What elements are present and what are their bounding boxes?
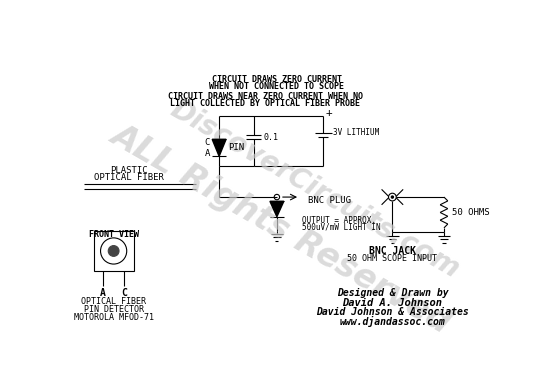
- Polygon shape: [270, 201, 284, 217]
- Text: PIN: PIN: [228, 143, 245, 152]
- Text: David A. Johnson: David A. Johnson: [342, 298, 443, 308]
- Text: BNC PLUG: BNC PLUG: [308, 196, 351, 205]
- Text: LIGHT COLLECTED BY OPTICAL FIBER PROBE: LIGHT COLLECTED BY OPTICAL FIBER PROBE: [170, 99, 360, 108]
- Text: C: C: [122, 287, 127, 298]
- Text: C: C: [204, 138, 210, 147]
- Text: MOTOROLA MFOD-71: MOTOROLA MFOD-71: [74, 313, 154, 322]
- Text: 3V LITHIUM: 3V LITHIUM: [333, 128, 379, 137]
- Text: A: A: [204, 149, 210, 158]
- Text: CIRCUIT DRAWS NEAR ZERO CURRENT WHEN NO: CIRCUIT DRAWS NEAR ZERO CURRENT WHEN NO: [168, 92, 363, 101]
- Text: A: A: [100, 287, 106, 298]
- Text: Designed & Drawn by: Designed & Drawn by: [337, 288, 448, 298]
- Bar: [94, 231, 134, 271]
- Circle shape: [108, 246, 119, 256]
- Text: OPTICAL FIBER: OPTICAL FIBER: [94, 173, 164, 182]
- Text: WHEN NOT CONNECTED TO SCOPE: WHEN NOT CONNECTED TO SCOPE: [209, 82, 345, 91]
- Text: 0.1: 0.1: [264, 133, 279, 142]
- Circle shape: [274, 194, 280, 200]
- Text: 500uV/mW LIGHT IN: 500uV/mW LIGHT IN: [301, 222, 380, 231]
- Text: OPTICAL FIBER: OPTICAL FIBER: [81, 297, 146, 306]
- Text: ALL Rights Reserved: ALL Rights Reserved: [105, 117, 456, 339]
- Text: CIRCUIT DRAWS ZERO CURRENT: CIRCUIT DRAWS ZERO CURRENT: [212, 75, 342, 84]
- Polygon shape: [212, 139, 226, 156]
- Text: PIN DETECTOR: PIN DETECTOR: [84, 305, 144, 314]
- Text: DiscoverCircuits.com: DiscoverCircuits.com: [166, 95, 465, 284]
- Text: www.djandassoc.com: www.djandassoc.com: [340, 316, 445, 326]
- Text: +: +: [325, 108, 332, 118]
- Text: FRONT VIEW: FRONT VIEW: [89, 230, 139, 239]
- Text: PLASTIC: PLASTIC: [110, 166, 148, 175]
- Circle shape: [388, 193, 396, 201]
- Text: David Johnson & Associates: David Johnson & Associates: [316, 307, 469, 317]
- Text: 50 OHM SCOPE INPUT: 50 OHM SCOPE INPUT: [347, 254, 437, 263]
- Circle shape: [391, 196, 393, 198]
- Text: 50 OHMS: 50 OHMS: [452, 208, 489, 217]
- Text: OUTPUT = APPROX.: OUTPUT = APPROX.: [301, 216, 375, 225]
- Text: BNC JACK: BNC JACK: [369, 246, 416, 256]
